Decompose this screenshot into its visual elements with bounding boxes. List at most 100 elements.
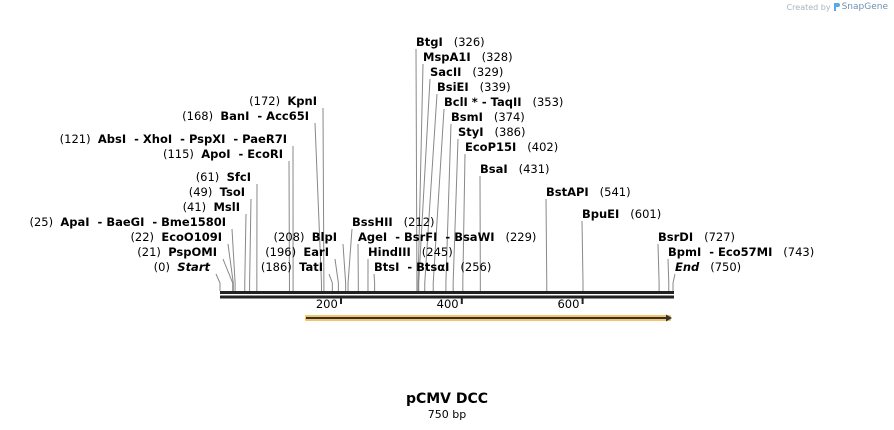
site-position: (229): [495, 230, 537, 244]
restriction-site-label[interactable]: (22) EcoO109I: [130, 230, 222, 244]
restriction-site-label[interactable]: (168) BanI - Acc65I: [182, 109, 309, 123]
restriction-site-label[interactable]: SacII (329): [430, 65, 503, 79]
site-position: (25): [29, 215, 60, 229]
site-name: BlpI: [312, 230, 337, 244]
restriction-site-label[interactable]: EcoP15I (402): [465, 140, 558, 154]
site-name: ApoI - EcoRI: [201, 147, 283, 161]
site-position: (750): [699, 260, 741, 274]
site-leader-line: [347, 228, 353, 291]
site-name: AgeI - BsrFI - BsaWI: [358, 230, 495, 244]
site-position: (541): [589, 185, 631, 199]
site-position: (743): [772, 245, 814, 259]
site-position: (172): [249, 94, 287, 108]
site-name: BsaI: [480, 162, 508, 176]
site-leader-lines: [215, 48, 676, 291]
sequence-length: 750 bp: [427, 408, 467, 421]
restriction-site-label[interactable]: BssHII (212): [352, 215, 435, 229]
site-position: (329): [461, 65, 503, 79]
restriction-site-label[interactable]: StyI (386): [458, 125, 525, 139]
site-leader-line: [334, 258, 339, 291]
site-name: StyI: [458, 125, 484, 139]
site-labels: (0) Start(21) PspOMI(22) EcoO109I(25) Ap…: [29, 35, 814, 274]
restriction-site-label[interactable]: (61) SfcI: [196, 170, 251, 184]
restriction-site-label[interactable]: (196) EarI: [265, 245, 329, 259]
site-name: SacII: [430, 65, 461, 79]
site-position: (22): [130, 230, 161, 244]
site-name: BsmI: [451, 110, 483, 124]
site-position: (212): [393, 215, 435, 229]
restriction-site-label[interactable]: End (750): [675, 260, 741, 274]
tick-label: 600: [557, 297, 579, 311]
restriction-site-label[interactable]: (115) ApoI - EcoRI: [163, 147, 283, 161]
site-position: (168): [182, 109, 220, 123]
restriction-site-label[interactable]: (121) AbsI - XhoI - PspXI - PaeR7I: [60, 132, 287, 146]
site-position: (431): [508, 162, 550, 176]
site-position: (601): [619, 207, 661, 221]
site-name: EcoP15I: [465, 140, 516, 154]
restriction-site-label[interactable]: BsrDI (727): [658, 230, 735, 244]
restriction-site-label[interactable]: (208) BlpI: [274, 230, 337, 244]
restriction-site-label[interactable]: AgeI - BsrFI - BsaWI (229): [358, 230, 536, 244]
restriction-site-label[interactable]: (21) PspOMI: [137, 245, 217, 259]
restriction-site-label[interactable]: (0) Start: [154, 260, 211, 274]
site-leader-line: [322, 107, 325, 291]
site-leader-line: [415, 48, 418, 291]
site-leader-line: [231, 228, 236, 291]
site-position: (326): [443, 35, 485, 49]
site-name: BstAPI: [546, 185, 589, 199]
site-position: (115): [163, 147, 201, 161]
restriction-site-label[interactable]: (41) MslI: [183, 200, 240, 214]
restriction-site-label[interactable]: BsiEI (339): [437, 80, 511, 94]
restriction-site-label[interactable]: MspA1I (328): [423, 50, 513, 64]
site-name: PspOMI: [168, 245, 217, 259]
site-leader-line: [244, 213, 247, 291]
credit-brand: SnapGene: [841, 2, 888, 12]
site-leader-line: [328, 273, 333, 291]
tick-mark: [581, 297, 584, 304]
restriction-site-label[interactable]: BclI * - TaqII (353): [444, 95, 563, 109]
restriction-site-label[interactable]: BtgI (326): [416, 35, 485, 49]
restriction-site-label[interactable]: BpmI - Eco57MI (743): [668, 245, 814, 259]
restriction-site-label[interactable]: BsaI (431): [480, 162, 550, 176]
snapgene-logo-icon: [833, 3, 840, 11]
site-name: BsrDI: [658, 230, 693, 244]
site-leader-line: [418, 78, 431, 291]
site-leader-line: [424, 93, 438, 291]
sequence-name: pCMV DCC: [405, 391, 489, 407]
credit-prefix: Created by: [786, 2, 831, 12]
site-leader-line: [215, 273, 221, 291]
site-leader-line: [657, 243, 660, 291]
site-position: (21): [137, 245, 168, 259]
site-name: MslI: [213, 200, 240, 214]
site-leader-line: [452, 138, 459, 291]
site-position: (339): [469, 80, 511, 94]
axis-ticks: 200 400 600: [316, 297, 584, 311]
restriction-site-label[interactable]: BsmI (374): [451, 110, 525, 124]
site-leader-line: [672, 273, 676, 291]
restriction-site-label[interactable]: BpuEI (601): [582, 207, 661, 221]
site-leader-line: [227, 243, 234, 291]
restriction-site-label[interactable]: BtsI - BtsαI (256): [374, 260, 491, 274]
site-position: (328): [471, 50, 513, 64]
site-leader-line: [581, 220, 584, 291]
restriction-site-label[interactable]: (172) KpnI: [249, 94, 317, 108]
site-name: BtsI - BtsαI: [374, 260, 449, 274]
site-position: (49): [189, 185, 220, 199]
restriction-site-label[interactable]: BstAPI (541): [546, 185, 631, 199]
snapgene-credit: Created by SnapGene: [787, 2, 888, 12]
restriction-site-label[interactable]: (49) TsoI: [189, 185, 245, 199]
site-name: SfcI: [227, 170, 251, 184]
site-name: EarI: [303, 245, 329, 259]
site-position: (196): [265, 245, 303, 259]
feature-arrow[interactable]: [305, 314, 672, 322]
restriction-site-label[interactable]: HindIII (245): [368, 245, 453, 259]
site-position: (245): [411, 245, 453, 259]
site-leader-line: [417, 63, 424, 291]
site-position: (374): [483, 110, 525, 124]
restriction-site-label[interactable]: (25) ApaI - BaeGI - Bme1580I: [29, 215, 226, 229]
restriction-site-label[interactable]: (186) TatI: [261, 260, 323, 274]
site-name: BsiEI: [437, 80, 469, 94]
site-name: BtgI: [416, 35, 443, 49]
tick-label: 400: [437, 297, 459, 311]
